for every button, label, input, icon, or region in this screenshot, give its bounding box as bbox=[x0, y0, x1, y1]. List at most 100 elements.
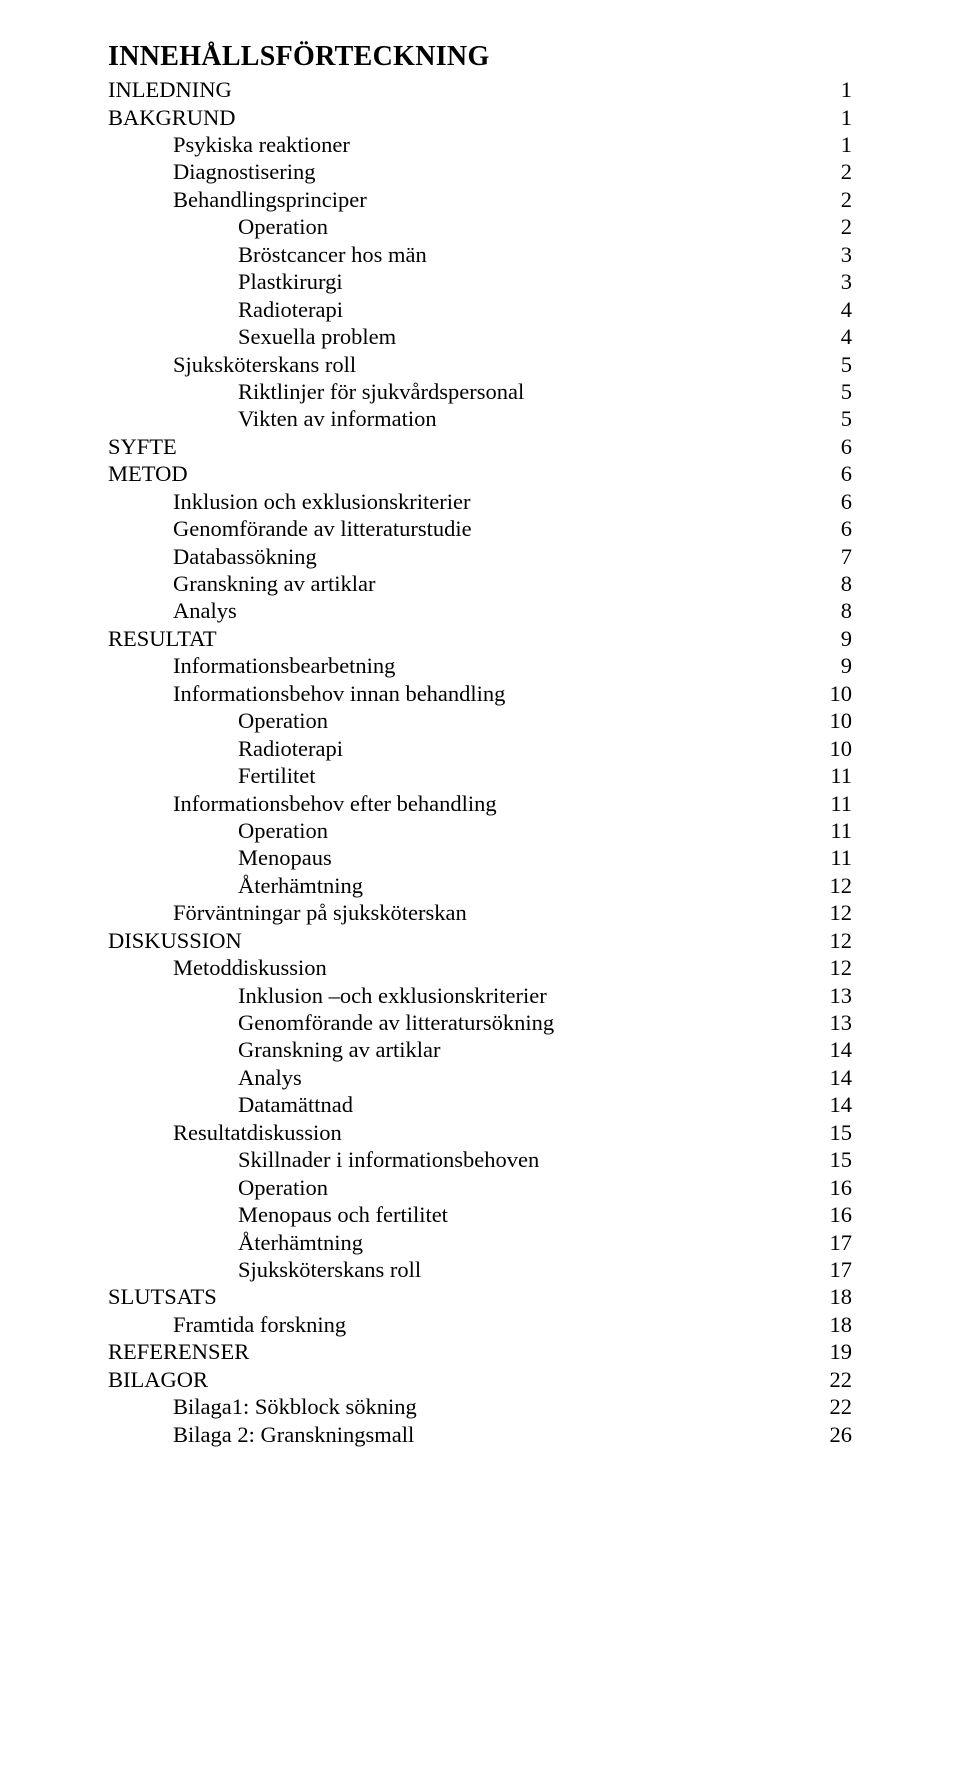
toc-entry-label: Inklusion och exklusionskriterier bbox=[173, 488, 470, 515]
toc-entry-label: Bilaga 2: Granskningsmall bbox=[173, 1421, 414, 1448]
toc-entry-page: 22 bbox=[822, 1366, 853, 1393]
toc-body: INLEDNING1BAKGRUND1Psykiska reaktioner1D… bbox=[108, 76, 852, 1448]
toc-entry-page: 15 bbox=[822, 1119, 853, 1146]
toc-entry-page: 5 bbox=[833, 378, 852, 405]
toc-entry-page: 12 bbox=[822, 927, 853, 954]
toc-entry-page: 17 bbox=[822, 1229, 853, 1256]
toc-entry-page: 16 bbox=[822, 1201, 853, 1228]
toc-entry-label: Menopaus bbox=[238, 844, 332, 871]
toc-entry-label: Psykiska reaktioner bbox=[173, 131, 350, 158]
toc-entry-label: Återhämtning bbox=[238, 1229, 363, 1256]
toc-entry-label: Plastkirurgi bbox=[238, 268, 343, 295]
toc-row: Vikten av information 5 bbox=[108, 405, 852, 432]
toc-entry-page: 18 bbox=[822, 1311, 853, 1338]
toc-page: INNEHÅLLSFÖRTECKNING INLEDNING1BAKGRUND1… bbox=[0, 0, 960, 1488]
toc-entry-label: Sjuksköterskans roll bbox=[238, 1256, 421, 1283]
toc-entry-label: Framtida forskning bbox=[173, 1311, 346, 1338]
toc-row: Granskning av artiklar14 bbox=[108, 1036, 852, 1063]
toc-row: SYFTE6 bbox=[108, 433, 852, 460]
toc-row: INLEDNING1 bbox=[108, 76, 852, 103]
toc-entry-label: SLUTSATS bbox=[108, 1283, 217, 1310]
toc-entry-label: Bröstcancer hos män bbox=[238, 241, 427, 268]
toc-entry-label: Databassökning bbox=[173, 543, 317, 570]
toc-entry-label: Metoddiskussion bbox=[173, 954, 327, 981]
toc-entry-label: Diagnostisering bbox=[173, 158, 315, 185]
toc-entry-page: 12 bbox=[822, 872, 853, 899]
toc-row: Genomförande av litteraturstudie 6 bbox=[108, 515, 852, 542]
toc-entry-page: 4 bbox=[833, 296, 852, 323]
toc-entry-label: Riktlinjer för sjukvårdspersonal bbox=[238, 378, 524, 405]
toc-row: Radioterapi4 bbox=[108, 296, 852, 323]
toc-entry-page: 14 bbox=[822, 1064, 853, 1091]
toc-entry-page: 13 bbox=[822, 982, 853, 1009]
toc-row: Sjuksköterskans roll 17 bbox=[108, 1256, 852, 1283]
toc-entry-page: 7 bbox=[833, 543, 852, 570]
toc-entry-page: 15 bbox=[822, 1146, 853, 1173]
toc-row: Granskning av artiklar8 bbox=[108, 570, 852, 597]
toc-row: METOD 6 bbox=[108, 460, 852, 487]
toc-entry-page: 19 bbox=[822, 1338, 853, 1365]
toc-entry-page: 26 bbox=[822, 1421, 853, 1448]
toc-row: Menopaus 11 bbox=[108, 844, 852, 871]
toc-row: Informationsbehov efter behandling11 bbox=[108, 790, 852, 817]
toc-entry-page: 5 bbox=[833, 351, 852, 378]
toc-entry-label: Sjuksköterskans roll bbox=[173, 351, 356, 378]
toc-entry-page: 17 bbox=[822, 1256, 853, 1283]
toc-entry-page: 8 bbox=[833, 597, 852, 624]
toc-entry-label: Menopaus och fertilitet bbox=[238, 1201, 448, 1228]
toc-entry-label: Genomförande av litteraturstudie bbox=[173, 515, 472, 542]
toc-entry-page: 10 bbox=[822, 680, 853, 707]
toc-row: SLUTSATS 18 bbox=[108, 1283, 852, 1310]
toc-entry-page: 11 bbox=[822, 762, 852, 789]
toc-row: BAKGRUND1 bbox=[108, 104, 852, 131]
toc-entry-page: 11 bbox=[822, 844, 852, 871]
toc-row: Sjuksköterskans roll 5 bbox=[108, 351, 852, 378]
toc-entry-page: 5 bbox=[833, 405, 852, 432]
toc-title: INNEHÅLLSFÖRTECKNING bbox=[108, 40, 852, 74]
toc-entry-page: 3 bbox=[833, 241, 852, 268]
toc-entry-label: Operation bbox=[238, 707, 328, 734]
toc-entry-page: 14 bbox=[822, 1091, 853, 1118]
toc-row: Inklusion –och exklusionskriterier 13 bbox=[108, 982, 852, 1009]
toc-entry-page: 6 bbox=[833, 515, 852, 542]
toc-entry-label: Analys bbox=[238, 1064, 302, 1091]
toc-entry-page: 18 bbox=[822, 1283, 853, 1310]
toc-row: Genomförande av litteratursökning13 bbox=[108, 1009, 852, 1036]
toc-entry-page: 11 bbox=[822, 790, 852, 817]
toc-row: Bilaga1: Sökblock sökning22 bbox=[108, 1393, 852, 1420]
toc-entry-label: DISKUSSION bbox=[108, 927, 242, 954]
toc-entry-label: Operation bbox=[238, 213, 328, 240]
toc-entry-page: 4 bbox=[833, 323, 852, 350]
toc-entry-label: Radioterapi bbox=[238, 735, 343, 762]
toc-entry-label: METOD bbox=[108, 460, 188, 487]
toc-row: Resultatdiskussion15 bbox=[108, 1119, 852, 1146]
toc-row: BILAGOR22 bbox=[108, 1366, 852, 1393]
toc-entry-label: Inklusion –och exklusionskriterier bbox=[238, 982, 547, 1009]
toc-entry-label: SYFTE bbox=[108, 433, 177, 460]
toc-row: Behandlingsprinciper2 bbox=[108, 186, 852, 213]
toc-entry-label: REFERENSER bbox=[108, 1338, 249, 1365]
toc-row: Plastkirurgi3 bbox=[108, 268, 852, 295]
toc-row: Operation 10 bbox=[108, 707, 852, 734]
toc-entry-label: Informationsbehov innan behandling bbox=[173, 680, 505, 707]
toc-row: Radioterapi10 bbox=[108, 735, 852, 762]
toc-row: Skillnader i informationsbehoven15 bbox=[108, 1146, 852, 1173]
toc-entry-page: 2 bbox=[833, 213, 852, 240]
toc-entry-label: Vikten av information bbox=[238, 405, 437, 432]
toc-entry-label: Operation bbox=[238, 1174, 328, 1201]
toc-entry-page: 12 bbox=[822, 954, 853, 981]
toc-row: Återhämtning 17 bbox=[108, 1229, 852, 1256]
toc-row: Återhämtning12 bbox=[108, 872, 852, 899]
toc-row: Menopaus och fertilitet 16 bbox=[108, 1201, 852, 1228]
toc-entry-page: 2 bbox=[833, 186, 852, 213]
toc-row: Riktlinjer för sjukvårdspersonal 5 bbox=[108, 378, 852, 405]
toc-entry-page: 12 bbox=[822, 899, 853, 926]
toc-row: Informationsbearbetning9 bbox=[108, 652, 852, 679]
toc-entry-label: Förväntningar på sjuksköterskan bbox=[173, 899, 467, 926]
toc-entry-label: Operation bbox=[238, 817, 328, 844]
toc-entry-label: BAKGRUND bbox=[108, 104, 236, 131]
toc-entry-page: 10 bbox=[822, 707, 853, 734]
toc-row: Framtida forskning 18 bbox=[108, 1311, 852, 1338]
toc-row: Sexuella problem4 bbox=[108, 323, 852, 350]
toc-entry-page: 6 bbox=[833, 460, 852, 487]
